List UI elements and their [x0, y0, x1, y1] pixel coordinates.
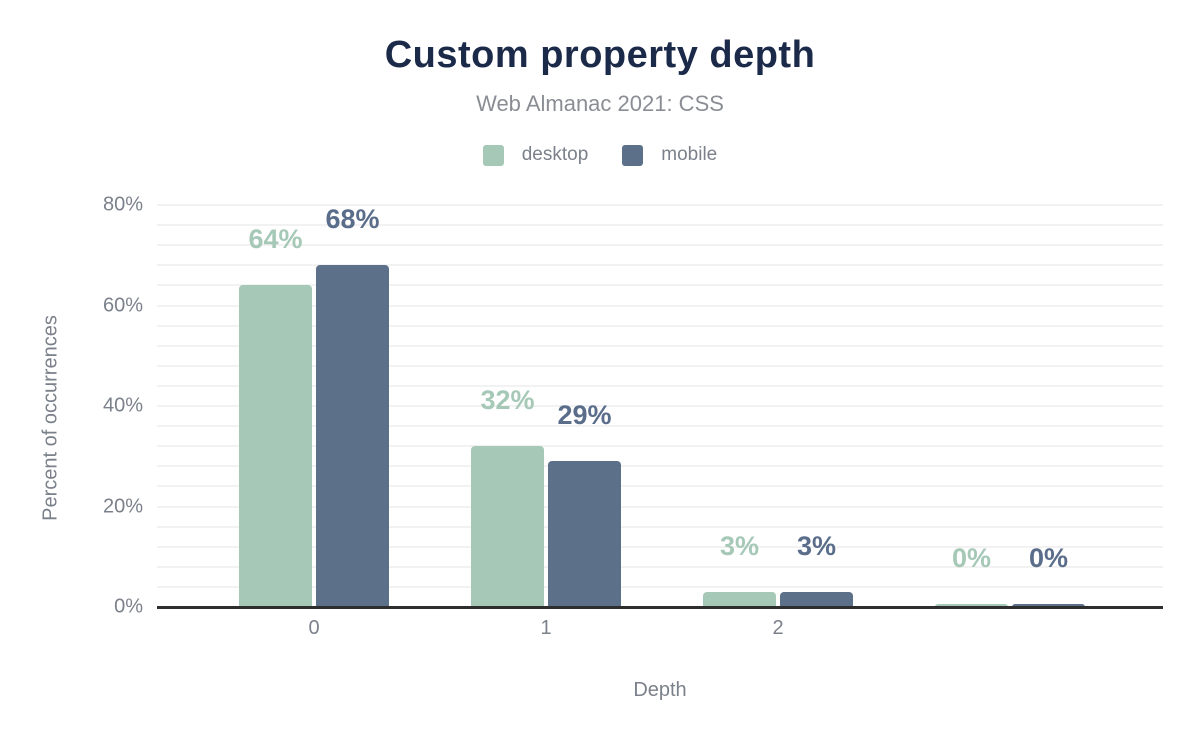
bar-desktop-depth-1[interactable] — [471, 446, 544, 607]
gridline — [157, 244, 1163, 247]
y-tick-label-60: 60% — [102, 294, 143, 316]
y-tick-label-40: 40% — [102, 394, 143, 417]
legend-item-mobile[interactable]: mobile — [622, 144, 717, 166]
gridline — [157, 485, 1163, 488]
gridline — [157, 204, 1163, 206]
legend-item-desktop[interactable]: desktop — [482, 144, 589, 166]
y-tick-label-80: 80% — [102, 193, 143, 216]
gridline — [157, 445, 1163, 448]
y-tick-label-20: 20% — [102, 495, 143, 517]
gridline — [157, 224, 1163, 227]
gridline — [157, 284, 1163, 287]
legend-swatch-icon — [622, 144, 644, 166]
x-tick-label-2: 2 — [772, 617, 784, 639]
gridline — [157, 465, 1163, 468]
gridline — [157, 304, 1163, 307]
y-tick-label-0: 0% — [114, 595, 143, 618]
bar-value-label-desktop-depth-0: 64% — [248, 224, 303, 255]
bar-value-label-desktop-depth-2: 3% — [719, 530, 760, 561]
gridline — [157, 344, 1163, 347]
gridline — [157, 384, 1163, 387]
bar-desktop-depth-0[interactable] — [239, 285, 312, 607]
chart-title: Custom property depth — [384, 34, 816, 76]
bar-value-label-desktop-depth-3: 0% — [951, 543, 992, 573]
gridline — [157, 565, 1163, 568]
gridline — [157, 264, 1163, 267]
bar-value-label-mobile-depth-1: 29% — [557, 400, 612, 431]
y-axis-title: Percent of occurrences — [39, 315, 62, 521]
x-axis-title: Depth — [633, 679, 687, 701]
gridline — [157, 545, 1163, 548]
legend-label: mobile — [661, 144, 718, 165]
bar-desktop-depth-3[interactable] — [935, 604, 1008, 607]
gridline — [157, 324, 1163, 327]
gridline — [157, 405, 1163, 407]
gridline — [157, 364, 1163, 367]
x-axis-line — [157, 606, 1163, 609]
bar-mobile-depth-0[interactable] — [316, 265, 389, 607]
legend-label: desktop — [521, 144, 589, 165]
gridline — [157, 525, 1163, 528]
bar-mobile-depth-2[interactable] — [780, 591, 853, 607]
plot-area: 64% 32% 3% 0% 68% 29% 3% 0% — [157, 204, 1163, 609]
chart-subtitle: Web Almanac 2021: CSS — [476, 91, 724, 116]
bar-value-label-desktop-depth-1: 32% — [480, 385, 535, 416]
legend: desktop mobile — [0, 144, 1200, 166]
gridline — [157, 505, 1163, 508]
legend-swatch-icon — [482, 144, 504, 166]
x-tick-label-1: 1 — [540, 617, 552, 639]
bar-value-label-mobile-depth-3: 0% — [1028, 543, 1069, 573]
gridline — [157, 425, 1163, 428]
bar-value-label-mobile-depth-2: 3% — [796, 530, 837, 561]
x-tick-label-0: 0 — [308, 617, 320, 639]
bar-mobile-depth-3[interactable] — [1012, 604, 1085, 607]
bar-value-label-mobile-depth-0: 68% — [325, 204, 380, 235]
gridline — [157, 585, 1163, 588]
bar-mobile-depth-1[interactable] — [548, 461, 621, 607]
bar-desktop-depth-2[interactable] — [703, 591, 776, 607]
